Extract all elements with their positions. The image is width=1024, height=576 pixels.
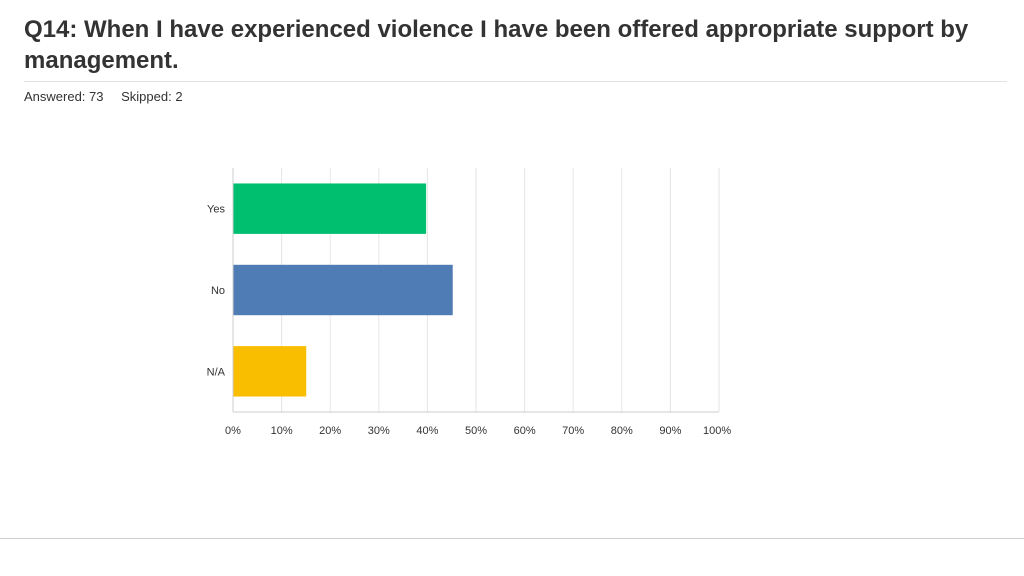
x-tick-label: 10% [271,425,293,437]
x-tick-label: 50% [465,425,487,437]
category-label: Yes [207,204,225,216]
bars [233,183,453,397]
axes [232,168,719,413]
title-divider [24,81,1007,82]
x-tick-label: 90% [659,425,681,437]
bar-no [233,264,453,316]
x-tick-label: 40% [416,425,438,437]
x-tick-label: 100% [703,425,731,437]
category-label: N/A [207,366,226,378]
x-tick-label: 80% [611,425,633,437]
bar-na [233,346,307,397]
answered-count: Answered: 73 [24,89,104,104]
x-tick-label: 0% [225,425,241,437]
x-tick-label: 30% [368,425,390,437]
x-tick-labels: 0% 10% 20% 30% 40% 50% 60% 70% 80% 90% 100% [225,425,731,437]
x-tick-label: 70% [562,425,584,437]
x-tick-label: 20% [319,425,341,437]
bar-yes [233,183,427,234]
category-label: No [211,285,225,297]
category-labels: Yes No N/A [207,204,226,379]
skipped-count: Skipped: 2 [121,89,183,104]
x-tick-label: 60% [514,425,536,437]
footer-divider [0,538,1024,539]
bar-chart: Yes No N/A 0% 10% 20% 30% 40% 50% 60% 70% 80% 90% 10… [207,168,731,437]
response-stats: Answered: 73 Skipped: 2 [24,89,197,104]
question-title: Q14: When I have experienced violence I … [24,16,969,74]
